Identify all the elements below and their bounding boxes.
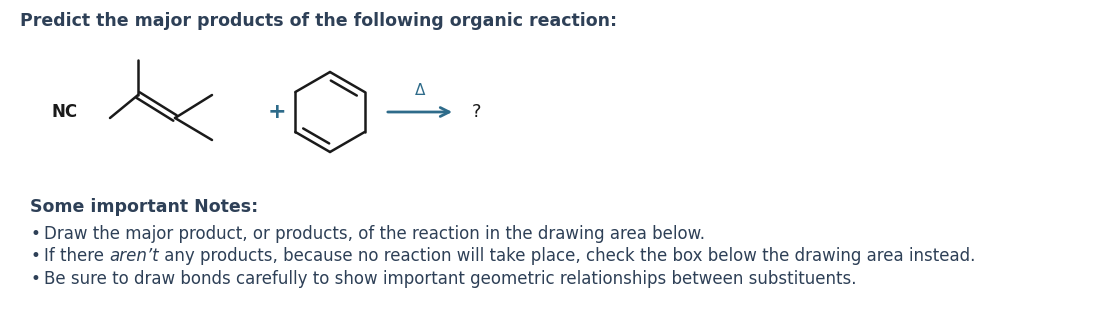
- Text: Δ: Δ: [414, 83, 426, 98]
- Text: Some important Notes:: Some important Notes:: [30, 198, 259, 216]
- Text: ?: ?: [472, 103, 482, 121]
- Text: •: •: [30, 225, 40, 243]
- Text: If there: If there: [44, 247, 110, 265]
- Text: Be sure to draw bonds carefully to show important geometric relationships betwee: Be sure to draw bonds carefully to show …: [44, 270, 857, 288]
- Text: Draw the major product, or products, of the reaction in the drawing area below.: Draw the major product, or products, of …: [44, 225, 704, 243]
- Text: any products, because no reaction will take place, check the box below the drawi: any products, because no reaction will t…: [159, 247, 976, 265]
- Text: •: •: [30, 247, 40, 265]
- Text: •: •: [30, 270, 40, 288]
- Text: Predict the major products of the following organic reaction:: Predict the major products of the follow…: [20, 12, 617, 30]
- Text: +: +: [268, 102, 287, 122]
- Text: aren’t: aren’t: [110, 247, 159, 265]
- Text: NC: NC: [52, 103, 78, 121]
